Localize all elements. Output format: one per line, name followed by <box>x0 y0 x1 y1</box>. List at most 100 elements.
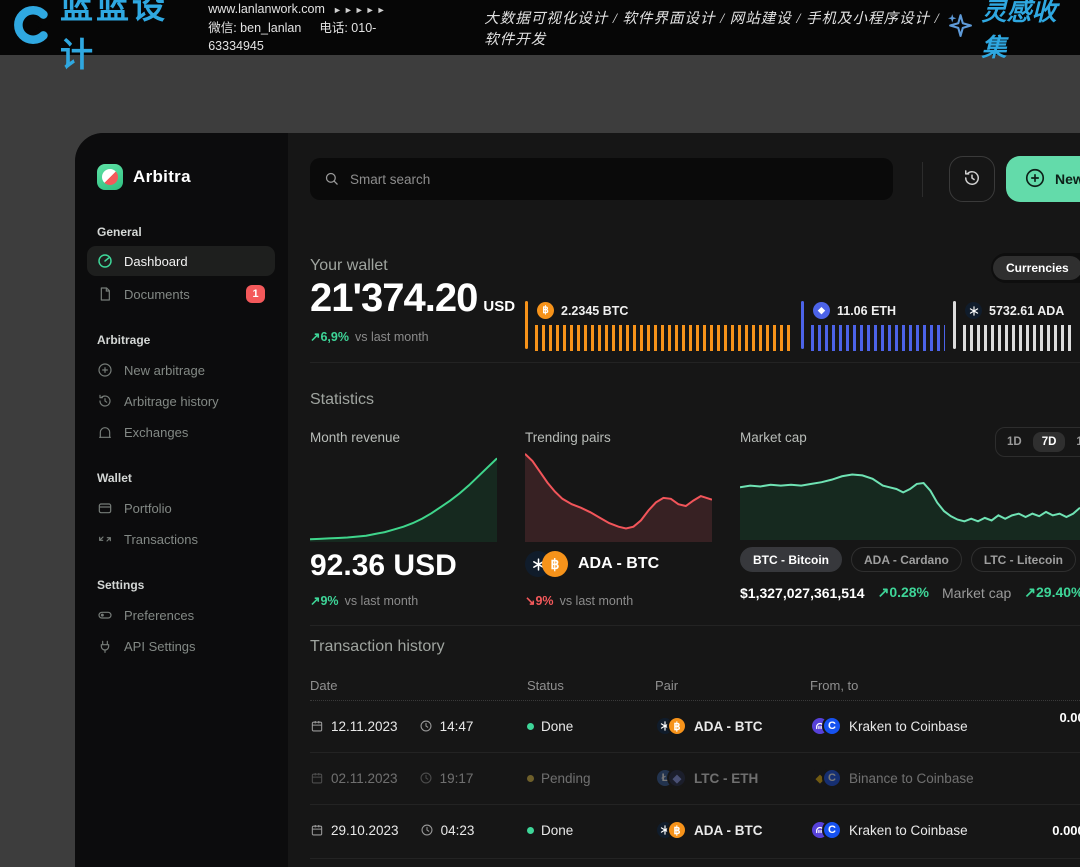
plus-circle-icon <box>1024 167 1046 192</box>
holding-amount: 11.06 ETH <box>837 304 896 318</box>
cell-route: C Kraken to Coinbase <box>810 700 968 752</box>
sidebar-item-documents[interactable]: Documents 1 <box>87 279 275 309</box>
range-1d[interactable]: 1D <box>998 432 1031 452</box>
holding-amount: 5732.61 ADA <box>989 304 1064 318</box>
sidebar-item-preferences[interactable]: Preferences <box>87 600 275 630</box>
holding-amount: 2.2345 BTC <box>561 304 628 318</box>
up-arrow-icon: ↗ <box>1024 584 1036 600</box>
wallet-title: Your wallet <box>310 257 388 275</box>
chart-area <box>310 458 497 542</box>
brand-logo[interactable]: 蓝蓝设计 <box>14 0 182 76</box>
cell-pair: ฿ ADA - BTC <box>655 804 763 856</box>
cell-status: Done <box>527 700 573 752</box>
sidebar-item-label: Transactions <box>124 532 198 547</box>
sidebar-item-portfolio[interactable]: Portfolio <box>87 493 275 523</box>
tag-ada-cardano[interactable]: ADA - Cardano <box>851 547 962 572</box>
col-status: Status <box>527 678 564 693</box>
sidebar-item-api-settings[interactable]: API Settings <box>87 631 275 661</box>
new-arbitrage-button[interactable]: New arbitrage <box>1006 156 1080 202</box>
pair-icons: ฿ <box>525 551 568 577</box>
cell-amount: 0.002 1 <box>1059 700 1080 752</box>
marketcap-chart <box>740 455 1080 540</box>
trending-card-title: Trending pairs <box>525 430 611 445</box>
sidebar-item-dashboard[interactable]: Dashboard <box>87 246 275 276</box>
banner-services: 大数据可视化设计 / 软件界面设计 / 网站建设 / 手机及小程序设计 / 软件… <box>484 7 946 49</box>
search-input[interactable] <box>310 158 893 200</box>
revenue-card-title: Month revenue <box>310 430 400 445</box>
chart-area <box>525 454 712 542</box>
revenue-change: ↗9% vs last month <box>310 593 418 608</box>
sidebar-item-transactions[interactable]: Transactions <box>87 524 275 554</box>
coinbase-icon: C <box>822 820 842 840</box>
sidebar-item-new-arbitrage[interactable]: New arbitrage <box>87 355 275 385</box>
coinbase-icon: C <box>822 768 842 788</box>
tag-btc-bitcoin[interactable]: BTC - Bitcoin <box>740 547 842 572</box>
sidebar-item-label: Dashboard <box>124 254 188 269</box>
marketcap-value: $1,327,027,361,514 <box>740 585 865 601</box>
range-1m[interactable]: 1M <box>1067 432 1080 452</box>
app-name: Arbitra <box>133 167 191 187</box>
sidebar-item-label: API Settings <box>124 639 196 654</box>
sparkle-star-icon <box>946 11 973 45</box>
banner-url[interactable]: www.lanlanwork.com <box>208 2 325 16</box>
wallet-currency: USD <box>483 298 515 315</box>
gauge-icon <box>97 253 113 269</box>
sidebar: Arbitra General Dashboard Documents 1 Ar… <box>75 133 288 867</box>
down-arrow-icon: ↘ <box>525 594 535 608</box>
inspiration-label: 灵感收集 <box>981 0 1066 64</box>
app-logo[interactable]: Arbitra <box>97 164 191 190</box>
toggle-icon <box>97 607 113 623</box>
holding-segment-btc[interactable]: ฿ 2.2345 BTC <box>525 301 801 351</box>
section-divider <box>310 625 1080 626</box>
holding-segment-ada[interactable]: 5732.61 ADA <box>953 301 1080 351</box>
btc-ticks <box>535 325 793 351</box>
toggle-currencies[interactable]: Currencies <box>993 256 1080 280</box>
exchange-icons: C <box>810 820 842 840</box>
status-dot <box>527 827 534 834</box>
trending-pair: ฿ ADA - BTC <box>525 551 659 577</box>
btc-coin-icon: ฿ <box>537 302 554 319</box>
eth-ticks <box>811 325 945 351</box>
range-7d[interactable]: 7D <box>1033 432 1066 452</box>
inspiration-link[interactable]: 灵感收集 <box>946 0 1066 64</box>
tag-ltc-litecoin[interactable]: LTC - Litecoin <box>971 547 1076 572</box>
table-row[interactable]: 29.10.2023 04:23 Done ฿ ADA - BTC <box>288 804 1080 856</box>
arbitra-logo-icon <box>97 164 123 190</box>
revenue-chart <box>310 452 497 542</box>
col-pair: Pair <box>655 678 678 693</box>
cell-status: Pending <box>527 752 591 804</box>
site-banner: 蓝蓝设计 www.lanlanwork.com►►►►► 微信: ben_lan… <box>0 0 1080 55</box>
table-row[interactable]: 12.11.2023 14:47 Done ฿ ADA - BTC <box>288 700 1080 752</box>
holding-segment-eth[interactable]: ◆ 11.06 ETH <box>801 301 953 351</box>
marketcap-stats: $1,327,027,361,514 ↗0.28% Market cap ↗29… <box>740 584 1080 601</box>
eth-coin-icon: ◆ <box>813 302 830 319</box>
pair-icons: ฿ <box>655 716 687 736</box>
cell-pair: ฿ ADA - BTC <box>655 700 763 752</box>
table-row[interactable]: 02.11.2023 19:17 Pending Ł ◆ LTC - ETH <box>288 752 1080 804</box>
cell-status: Done <box>527 804 573 856</box>
up-arrow-icon: ↗ <box>310 330 320 344</box>
clock-icon <box>420 823 434 837</box>
new-arbitrage-label: New arbitrage <box>1055 171 1080 187</box>
wallet-balance: 21'374.20USD <box>310 276 515 321</box>
calendar-icon <box>310 823 324 837</box>
ada-ticks <box>963 325 1072 351</box>
marketcap-card-title: Market cap <box>740 430 807 445</box>
documents-badge: 1 <box>246 285 265 303</box>
banner-wechat: 微信: ben_lanlan <box>208 21 301 35</box>
calendar-icon <box>310 771 324 785</box>
history-icon <box>97 393 113 409</box>
exchange-icons: ◆ C <box>810 768 842 788</box>
sidebar-item-arbitrage-history[interactable]: Arbitrage history <box>87 386 275 416</box>
plug-icon <box>97 638 113 654</box>
pair-icons: Ł ◆ <box>655 768 687 788</box>
section-label-general: General <box>97 225 142 239</box>
sidebar-item-label: Portfolio <box>124 501 172 516</box>
history-button[interactable] <box>949 156 995 202</box>
sidebar-item-exchanges[interactable]: Exchanges <box>87 417 275 447</box>
coinbase-icon: C <box>822 716 842 736</box>
clock-icon <box>419 771 433 785</box>
calendar-icon <box>310 719 324 733</box>
btc-coin-icon: ฿ <box>542 551 568 577</box>
section-label-settings: Settings <box>97 578 144 592</box>
